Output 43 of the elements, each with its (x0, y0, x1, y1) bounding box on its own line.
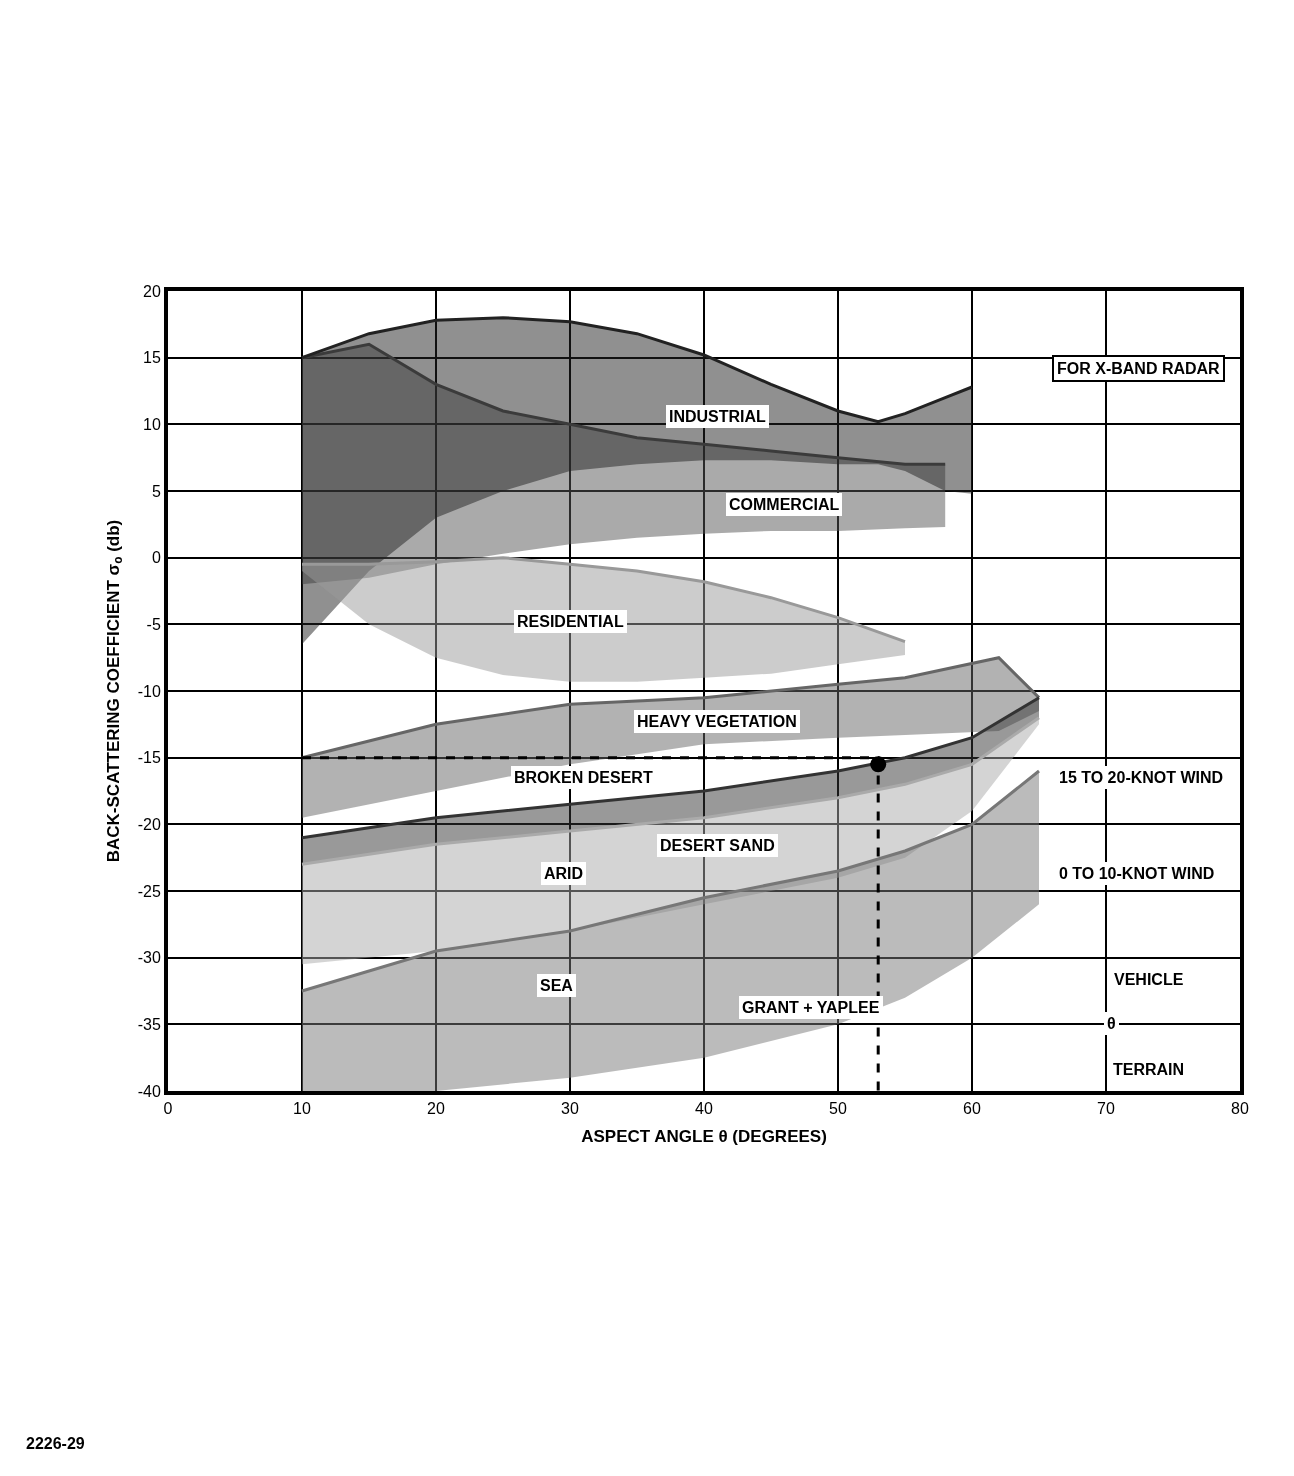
x-tick-label: 70 (1097, 1100, 1115, 1118)
annotation: ARID (544, 865, 584, 882)
annotation: TERRAIN (1113, 1061, 1185, 1078)
annotation: HEAVY VEGETATION (637, 713, 797, 730)
y-tick-label: -40 (137, 1082, 161, 1100)
y-tick-label: 15 (143, 349, 161, 367)
annotation: GRANT + YAPLEE (742, 999, 880, 1016)
y-tick-label: 10 (143, 415, 161, 433)
text: 2226-29 (26, 1435, 85, 1452)
annotation: VEHICLE (1114, 971, 1184, 988)
annotation: θ (1107, 1015, 1116, 1032)
x-tick-label: 10 (293, 1100, 311, 1118)
x-axis-title: ASPECT ANGLE θ (DEGREES) (581, 1127, 827, 1147)
line-series (300, 696, 1041, 840)
y-tick-label: -35 (137, 1015, 161, 1033)
x-tick-label: 0 (163, 1100, 173, 1118)
annotation: INDUSTRIAL (669, 408, 767, 425)
line-series (300, 316, 974, 424)
y-tick-label: -20 (137, 815, 161, 833)
x-tick-label: 80 (1231, 1100, 1249, 1118)
annotation: DESERT SAND (660, 837, 775, 854)
y-tick-label: -15 (137, 749, 161, 767)
x-tick-label: 30 (561, 1100, 579, 1118)
y-tick-label: -10 (137, 682, 161, 700)
line-series (300, 556, 907, 644)
annotation: BROKEN DESERT (514, 769, 653, 786)
annotation: RESIDENTIAL (517, 613, 624, 630)
x-tick-label: 60 (963, 1100, 981, 1118)
y-tick-label: -30 (137, 949, 161, 967)
annotation: 0 TO 10-KNOT WIND (1059, 865, 1215, 882)
annotation: COMMERCIAL (729, 496, 840, 513)
x-tick-label: 50 (829, 1100, 847, 1118)
x-tick-label: 40 (695, 1100, 713, 1118)
y-tick-label: 20 (143, 282, 161, 300)
annotation: 15 TO 20-KNOT WIND (1059, 769, 1224, 786)
x-tick-label: 20 (427, 1100, 445, 1118)
y-tick-label: -25 (137, 882, 161, 900)
y-tick-label: 5 (151, 482, 161, 500)
y-tick-label: 0 (151, 549, 161, 567)
annotation: FOR X-BAND RADAR (1057, 360, 1221, 377)
line-series (300, 769, 1041, 993)
annotation: SEA (540, 977, 574, 994)
y-tick-label: -5 (146, 615, 161, 633)
